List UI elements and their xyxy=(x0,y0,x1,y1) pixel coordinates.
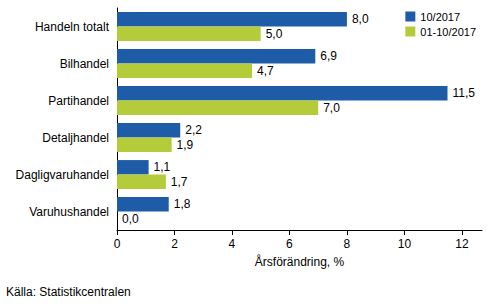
svg-text:1,9: 1,9 xyxy=(177,138,194,152)
svg-text:11,5: 11,5 xyxy=(453,86,476,100)
svg-text:Källa: Statistikcentralen: Källa: Statistikcentralen xyxy=(6,285,131,299)
svg-text:1,8: 1,8 xyxy=(174,197,191,211)
svg-text:8,0: 8,0 xyxy=(352,12,369,26)
svg-text:4,7: 4,7 xyxy=(257,64,274,78)
svg-text:Årsförändring, %: Årsförändring, % xyxy=(255,254,345,269)
svg-text:10/2017: 10/2017 xyxy=(420,11,460,23)
svg-text:Bilhandel: Bilhandel xyxy=(60,57,109,71)
svg-text:2,2: 2,2 xyxy=(185,123,202,137)
svg-text:1,1: 1,1 xyxy=(154,160,171,174)
svg-text:0,0: 0,0 xyxy=(122,212,139,226)
svg-text:Detaljhandel: Detaljhandel xyxy=(42,131,109,145)
svg-text:5,0: 5,0 xyxy=(266,27,283,41)
svg-text:12: 12 xyxy=(455,237,469,251)
svg-text:0: 0 xyxy=(114,237,121,251)
svg-text:2: 2 xyxy=(171,237,178,251)
svg-text:10: 10 xyxy=(398,237,412,251)
svg-text:Partihandel: Partihandel xyxy=(48,94,109,108)
svg-text:Dagligvaruhandel: Dagligvaruhandel xyxy=(16,168,109,182)
svg-text:6: 6 xyxy=(286,237,293,251)
svg-text:01-10/2017: 01-10/2017 xyxy=(420,26,476,38)
svg-text:6,9: 6,9 xyxy=(320,49,337,63)
svg-text:1,7: 1,7 xyxy=(171,175,188,189)
svg-text:4: 4 xyxy=(229,237,236,251)
svg-text:8: 8 xyxy=(344,237,351,251)
svg-text:Varuhushandel: Varuhushandel xyxy=(29,205,109,219)
svg-text:7,0: 7,0 xyxy=(323,101,340,115)
svg-text:Handeln totalt: Handeln totalt xyxy=(35,20,110,34)
